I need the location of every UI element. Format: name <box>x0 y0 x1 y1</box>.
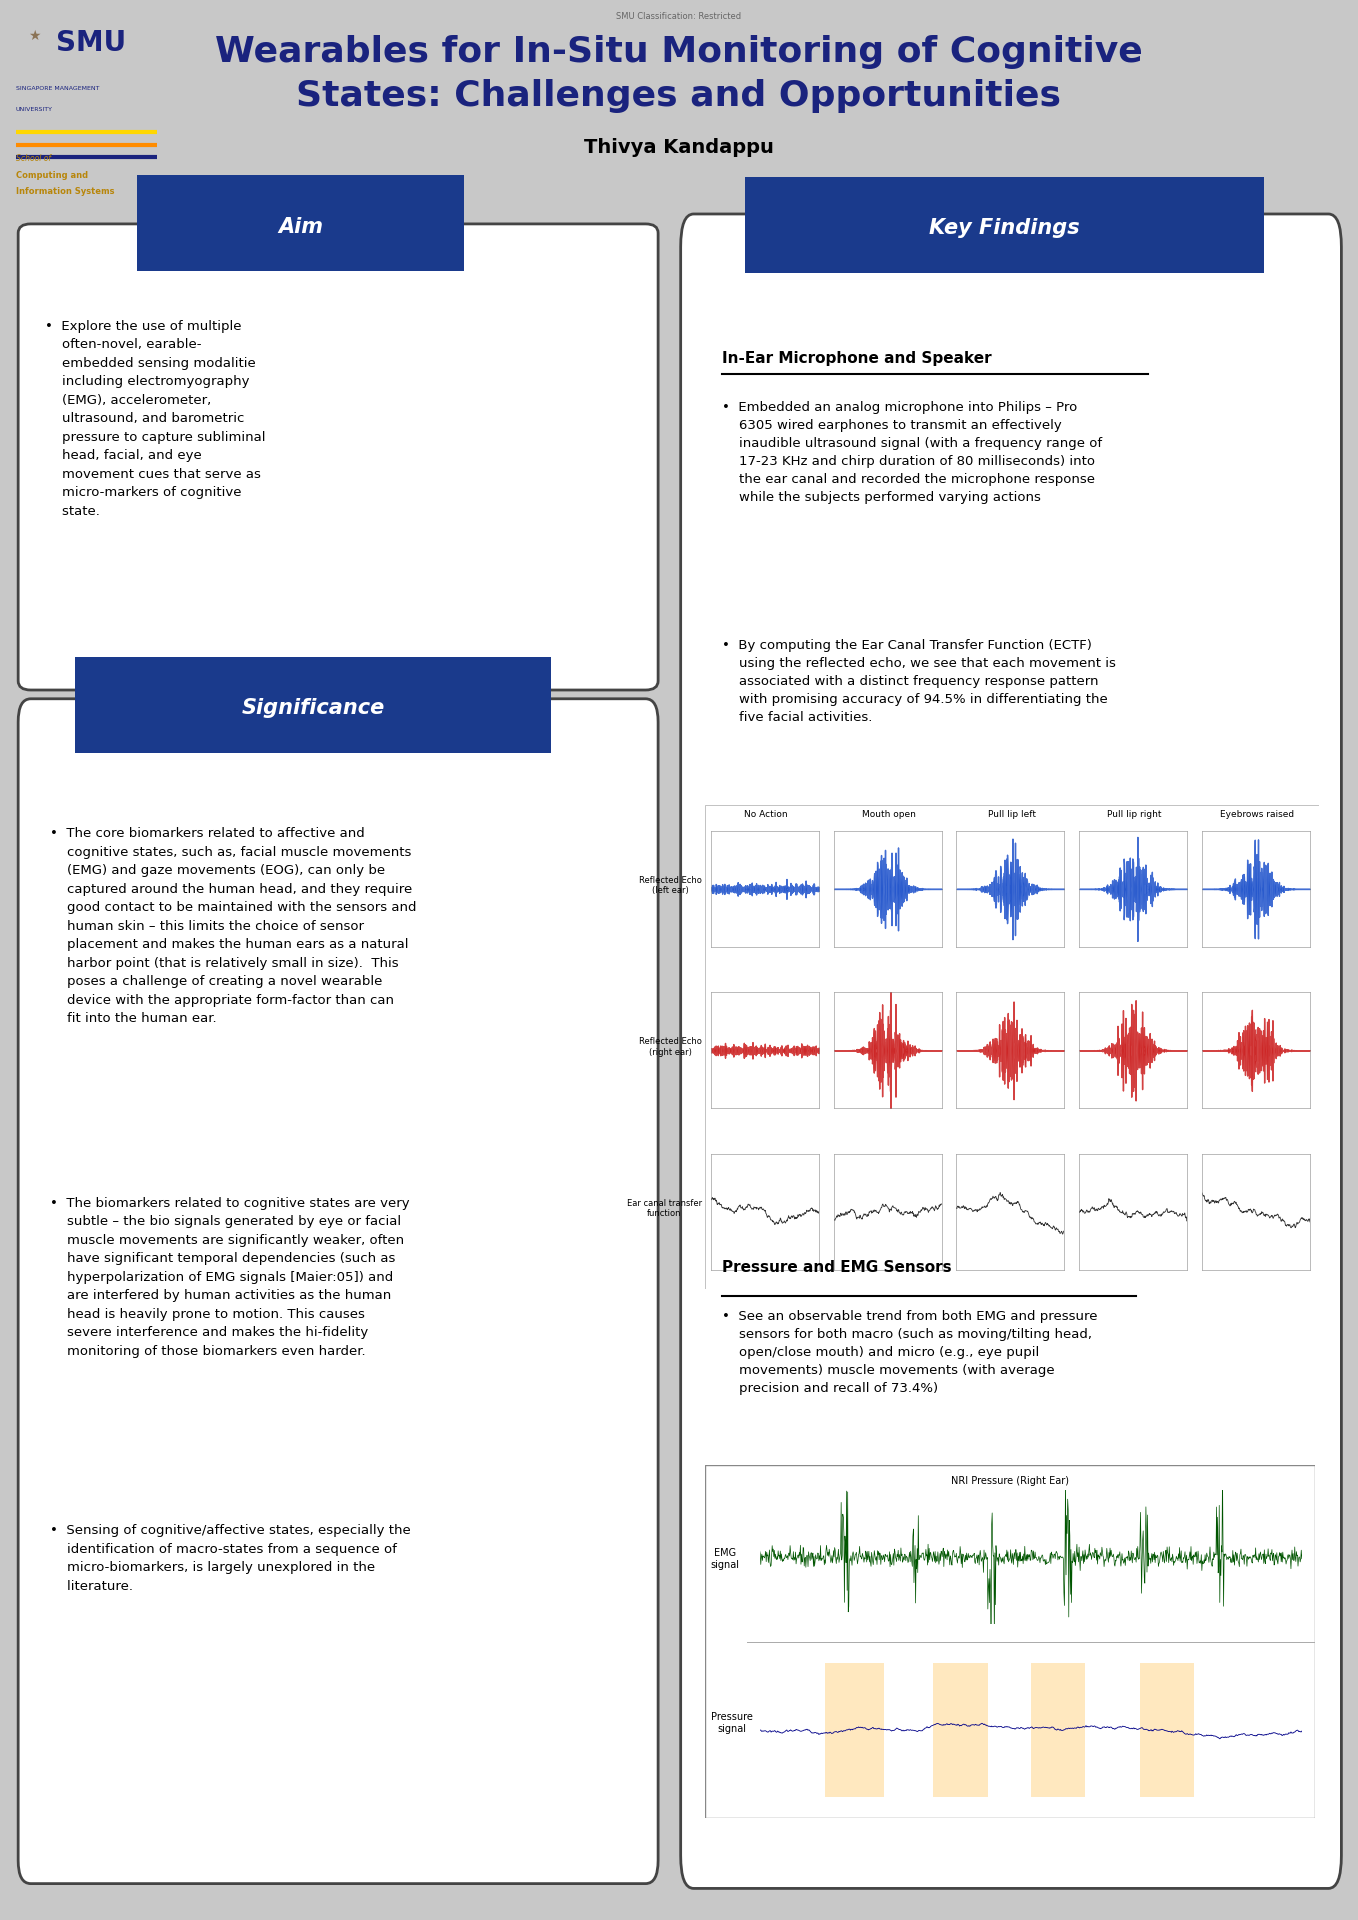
Text: •  The biomarkers related to cognitive states are very
    subtle – the bio sign: • The biomarkers related to cognitive st… <box>50 1196 410 1357</box>
Text: In-Ear Microphone and Speaker: In-Ear Microphone and Speaker <box>722 351 991 365</box>
Text: Pressure
signal: Pressure signal <box>710 1713 752 1734</box>
Text: States: Challenges and Opportunities: States: Challenges and Opportunities <box>296 79 1062 113</box>
Text: •  Sensing of cognitive/affective states, especially the
    identification of m: • Sensing of cognitive/affective states,… <box>50 1524 410 1592</box>
Text: •  By computing the Ear Canal Transfer Function (ECTF)
    using the reflected e: • By computing the Ear Canal Transfer Fu… <box>722 639 1116 724</box>
Text: SMU Classification: Restricted: SMU Classification: Restricted <box>617 12 741 21</box>
Text: SMU: SMU <box>56 29 126 58</box>
FancyBboxPatch shape <box>714 171 1294 278</box>
Text: Significance: Significance <box>242 699 384 718</box>
Text: SINGAPORE MANAGEMENT: SINGAPORE MANAGEMENT <box>16 86 99 90</box>
FancyBboxPatch shape <box>18 699 659 1884</box>
FancyBboxPatch shape <box>46 651 580 758</box>
FancyBboxPatch shape <box>680 213 1342 1889</box>
FancyBboxPatch shape <box>118 169 483 276</box>
Text: •  Explore the use of multiple
    often-novel, earable-
    embedded sensing mo: • Explore the use of multiple often-nove… <box>45 321 266 518</box>
Text: Pull lip right: Pull lip right <box>1107 810 1161 818</box>
Text: Information Systems: Information Systems <box>16 186 114 196</box>
Text: •  Embedded an analog microphone into Philips – Pro
    6305 wired earphones to : • Embedded an analog microphone into Phi… <box>722 401 1103 505</box>
Text: Ear canal transfer
function: Ear canal transfer function <box>626 1198 702 1217</box>
Text: Eyebrows raised: Eyebrows raised <box>1221 810 1294 818</box>
Text: Reflected Echo
(right ear): Reflected Echo (right ear) <box>638 1037 702 1056</box>
Text: Mouth open: Mouth open <box>862 810 915 818</box>
Text: •  See an observable trend from both EMG and pressure
    sensors for both macro: • See an observable trend from both EMG … <box>722 1309 1097 1394</box>
Text: ★: ★ <box>29 29 41 44</box>
Text: Computing and: Computing and <box>16 171 88 180</box>
Text: Wearables for In-Situ Monitoring of Cognitive: Wearables for In-Situ Monitoring of Cogn… <box>215 35 1143 69</box>
Text: •  The core biomarkers related to affective and
    cognitive states, such as, f: • The core biomarkers related to affecti… <box>50 828 417 1025</box>
Text: Reflected Echo
(left ear): Reflected Echo (left ear) <box>638 876 702 895</box>
FancyBboxPatch shape <box>18 225 659 689</box>
Text: No Action: No Action <box>744 810 788 818</box>
Text: School of: School of <box>16 154 50 163</box>
Text: Thivya Kandappu: Thivya Kandappu <box>584 138 774 157</box>
Text: UNIVERSITY: UNIVERSITY <box>16 108 53 111</box>
Text: EMG
signal: EMG signal <box>710 1548 740 1571</box>
Text: Key Findings: Key Findings <box>929 219 1080 238</box>
Text: Aim: Aim <box>278 217 323 236</box>
Text: Pull lip left: Pull lip left <box>987 810 1036 818</box>
Text: NRI Pressure (Right Ear): NRI Pressure (Right Ear) <box>951 1476 1069 1486</box>
Text: Pressure and EMG Sensors: Pressure and EMG Sensors <box>722 1260 952 1275</box>
